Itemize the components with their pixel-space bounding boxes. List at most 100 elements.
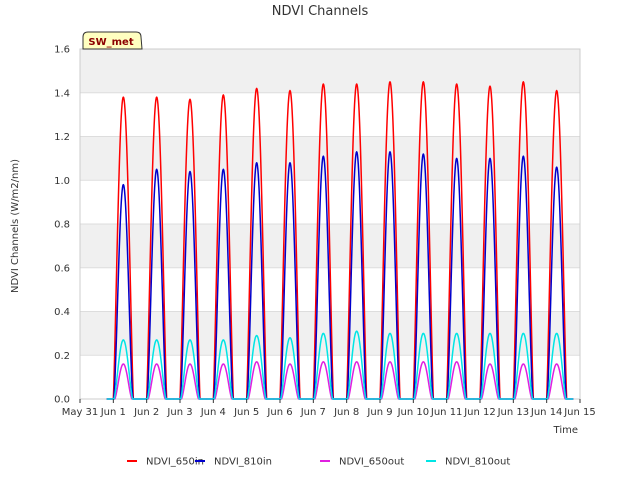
series-day-curve — [340, 83, 374, 400]
legend-label: NDVI_650in — [146, 457, 204, 468]
x-tick-label: Jun 5 — [233, 407, 259, 418]
chart-title: NDVI Channels — [272, 4, 369, 19]
y-tick-label: 0.8 — [54, 220, 70, 231]
series-day-curve — [106, 363, 140, 400]
series-day-curve — [506, 155, 540, 400]
plot-band — [80, 180, 580, 224]
legend-label: NDVI_810in — [214, 457, 272, 468]
legend-label: NDVI_810out — [445, 457, 510, 468]
series-day-curve — [306, 332, 340, 400]
series-day-curve — [340, 151, 374, 400]
legend-label: NDVI_650out — [339, 457, 404, 468]
series-day-curve — [240, 361, 274, 400]
series-day-curve — [206, 363, 240, 400]
series-day-curve — [506, 332, 540, 400]
x-tick-label: Jun 13 — [497, 407, 530, 418]
legend: NDVI_650in NDVI_810in NDVI_650out NDVI_810o… — [127, 457, 510, 468]
series-day-curve — [206, 94, 240, 400]
series-day-curve — [473, 85, 507, 400]
series-day-curve — [306, 361, 340, 400]
series-day-curve — [473, 363, 507, 400]
x-tick-label: Jun 14 — [530, 407, 563, 418]
series-day-curve — [473, 157, 507, 400]
series-day-curve — [140, 339, 174, 400]
y-tick-label: 1.2 — [54, 132, 70, 143]
x-axis-label: Time — [553, 425, 578, 436]
series-day-curve — [106, 183, 140, 400]
series-day-curve — [506, 81, 540, 400]
x-tick-label: Jun 12 — [463, 407, 496, 418]
x-tick-label: Jun 4 — [200, 407, 226, 418]
y-tick-label: 0.6 — [54, 263, 70, 274]
y-tick-label: 1.6 — [54, 45, 70, 56]
station-badge: SW_met — [82, 31, 143, 50]
x-tick-label: Jun 15 — [563, 407, 596, 418]
series-ndvi_650in — [106, 81, 574, 400]
series-day-curve — [140, 168, 174, 400]
series-day-curve — [340, 330, 374, 400]
series-day-curve — [273, 162, 307, 400]
y-tick-label: 1.4 — [54, 88, 70, 99]
x-axis-ticks: May 31 Jun 1 Jun 2 Jun 3 Jun 4 Jun 5 Jun 6 Jun … — [62, 399, 596, 418]
series-day-curve — [373, 332, 407, 400]
series-day-curve — [406, 361, 440, 400]
series-day-curve — [140, 363, 174, 400]
series-day-curve — [440, 361, 474, 400]
series-layer — [106, 81, 574, 400]
x-tick-label: Jun 1 — [100, 407, 126, 418]
y-tick-label: 0.0 — [54, 395, 70, 406]
series-day-curve — [340, 361, 374, 400]
series-day-curve — [440, 332, 474, 400]
x-tick-label: Jun 7 — [300, 407, 326, 418]
series-day-curve — [373, 81, 407, 400]
series-day-curve — [473, 332, 507, 400]
series-day-curve — [406, 332, 440, 400]
series-day-curve — [406, 81, 440, 400]
series-day-curve — [240, 162, 274, 400]
series-day-curve — [540, 332, 574, 400]
y-axis-ticks: 0.0 0.2 0.4 0.6 0.8 1.0 1.2 1.4 1.6 — [54, 45, 70, 406]
series-day-curve — [440, 83, 474, 400]
series-day-curve — [306, 155, 340, 400]
series-day-curve — [306, 83, 340, 400]
x-tick-label: May 31 — [62, 407, 99, 418]
x-tick-label: Jun 3 — [166, 407, 192, 418]
series-day-curve — [273, 89, 307, 400]
series-day-curve — [273, 363, 307, 400]
series-day-curve — [373, 361, 407, 400]
badge-box — [82, 31, 143, 50]
series-day-curve — [206, 168, 240, 400]
series-day-curve — [106, 339, 140, 400]
x-tick-label: Jun 2 — [133, 407, 159, 418]
series-day-curve — [240, 334, 274, 400]
plot-band — [80, 49, 580, 93]
series-day-curve — [406, 153, 440, 400]
series-day-curve — [540, 363, 574, 400]
series-day-curve — [373, 151, 407, 400]
series-ndvi_650out — [106, 361, 574, 400]
y-tick-label: 0.4 — [54, 307, 70, 318]
series-day-curve — [540, 166, 574, 400]
series-day-curve — [273, 337, 307, 400]
x-tick-label: Jun 10 — [397, 407, 430, 418]
y-tick-label: 0.2 — [54, 351, 70, 362]
series-day-curve — [173, 339, 207, 400]
series-day-curve — [173, 170, 207, 400]
plot-band — [80, 92, 580, 137]
series-day-curve — [506, 363, 540, 400]
y-axis-label: NDVI Channels (W/m2/nm) — [10, 159, 21, 293]
plot-frame — [79, 48, 581, 400]
badge-label: SW_met — [88, 37, 133, 48]
series-day-curve — [206, 339, 240, 400]
x-tick-label: Jun 11 — [430, 407, 463, 418]
series-day-curve — [440, 157, 474, 400]
y-tick-label: 1.0 — [54, 176, 70, 187]
series-day-curve — [173, 98, 207, 400]
series-day-curve — [240, 87, 274, 400]
plot-band — [80, 136, 580, 181]
x-tick-label: Jun 6 — [266, 407, 292, 418]
x-tick-label: Jun 8 — [333, 407, 359, 418]
series-day-curve — [173, 363, 207, 400]
series-day-curve — [106, 96, 140, 400]
